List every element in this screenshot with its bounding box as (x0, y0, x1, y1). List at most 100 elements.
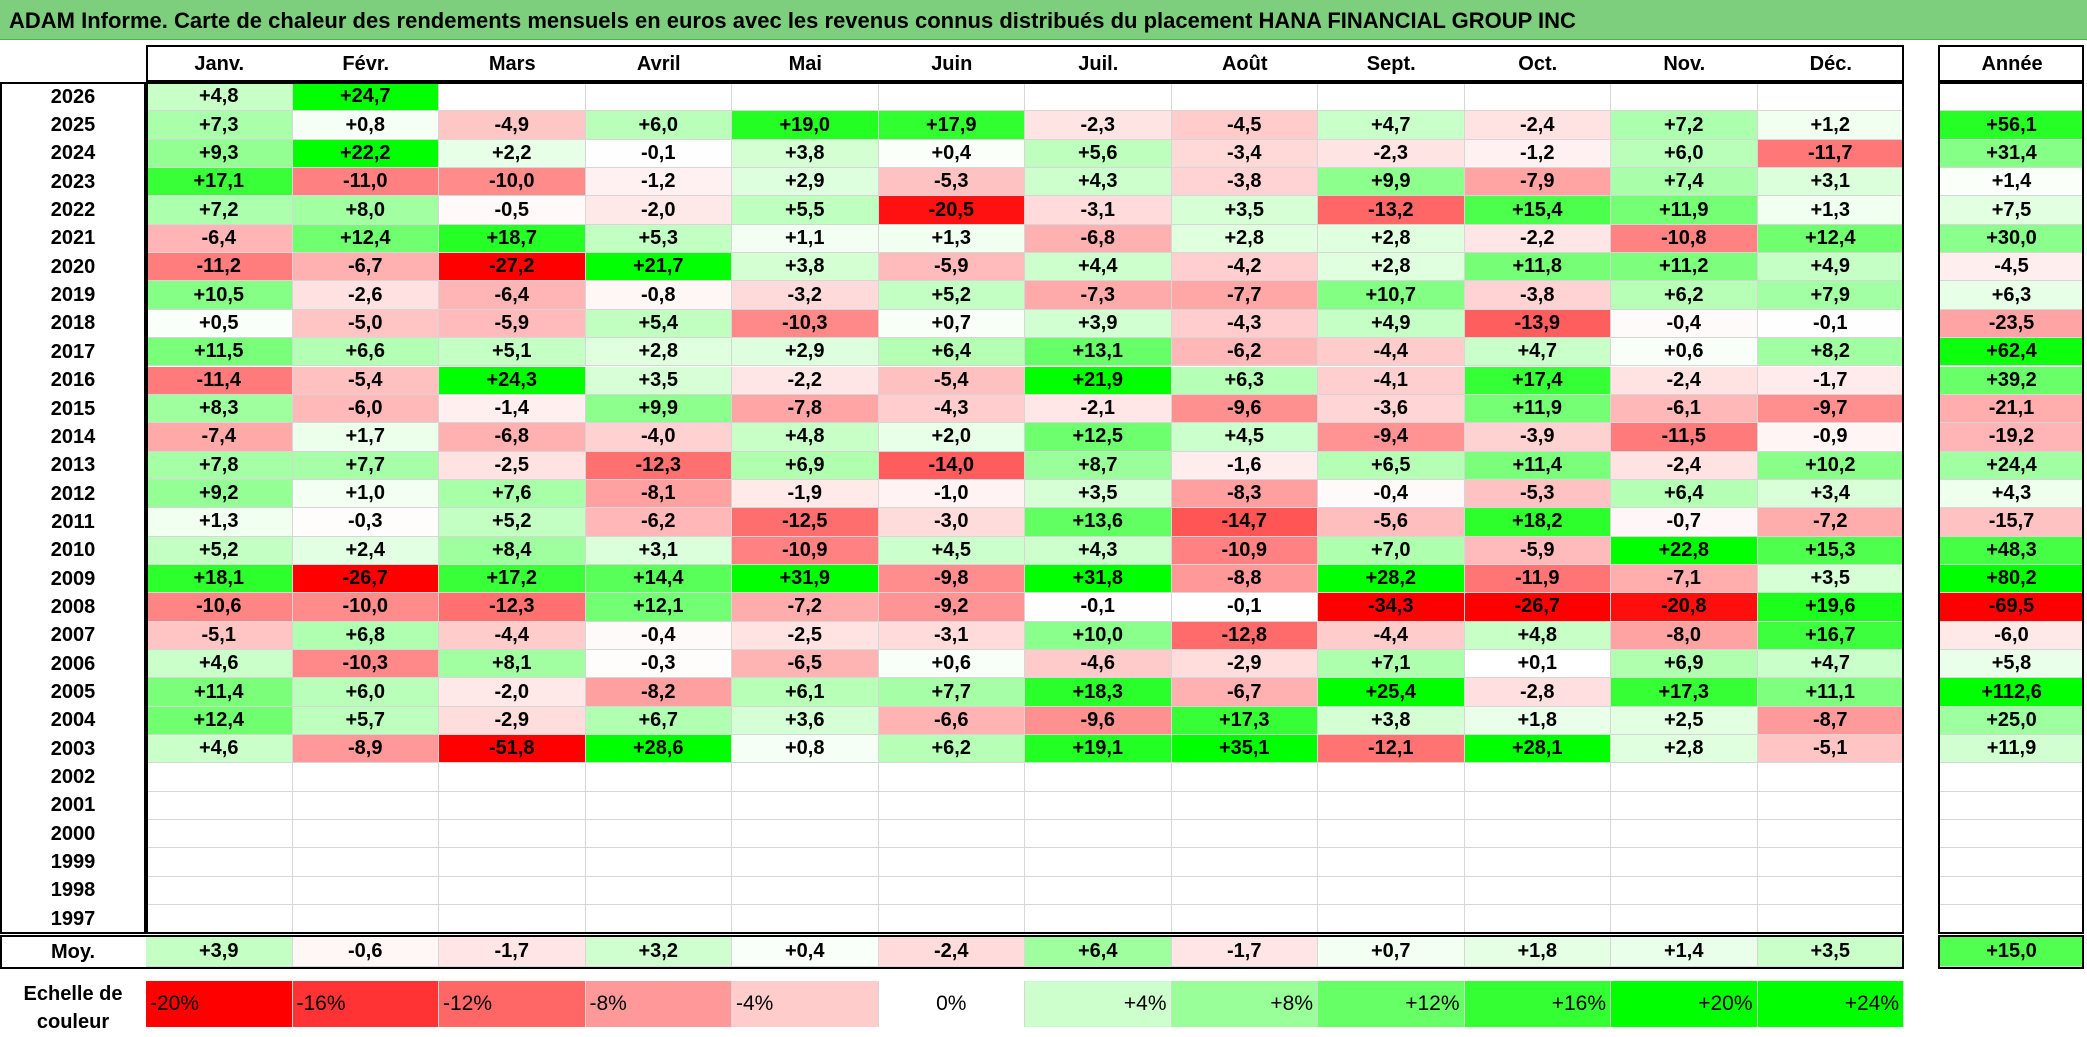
heatmap-cell: -5,4 (292, 366, 439, 395)
heatmap-cell: -3,8 (1464, 281, 1611, 310)
average-cell: +0,7 (1318, 937, 1465, 967)
heatmap-cell: -27,2 (439, 253, 586, 282)
heatmap-cell: -13,9 (1464, 309, 1611, 339)
heatmap-cell (439, 876, 586, 906)
color-scale-swatch: +8% (1171, 981, 1318, 1027)
heatmap-cell: +9,9 (585, 394, 732, 424)
heatmap-cell (732, 763, 879, 792)
heatmap-cell: -2,2 (732, 366, 879, 395)
heatmap-cell: +3,8 (1318, 706, 1465, 736)
annual-cell: -69,5 (1940, 593, 2084, 622)
heatmap-cell: -0,8 (585, 281, 732, 310)
heatmap-cell (439, 848, 586, 877)
heatmap-cell: -3,1 (1025, 196, 1172, 225)
heatmap-cell: +2,8 (585, 338, 732, 367)
heatmap-cell: +0,4 (878, 139, 1025, 169)
heatmap-cell: -2,5 (732, 621, 879, 650)
heatmap-cell: -11,9 (1464, 564, 1611, 594)
color-scale-swatch: +16% (1464, 981, 1611, 1027)
heatmap-cell: +7,1 (1318, 650, 1465, 679)
heatmap-cell: -9,6 (1171, 394, 1318, 424)
heatmap-cell (1025, 876, 1172, 906)
heatmap-cell (292, 791, 439, 821)
heatmap-cell: -20,8 (1611, 593, 1758, 622)
heatmap-cell: -9,4 (1318, 423, 1465, 452)
year-label: 2021 (0, 224, 146, 254)
annual-cell: +5,8 (1940, 650, 2084, 679)
annual-cell (1940, 876, 2084, 906)
heatmap-cell (878, 83, 1025, 112)
heatmap-cell: +5,2 (439, 508, 586, 537)
heatmap-cell (1757, 791, 1904, 821)
average-cell: +0,4 (732, 937, 879, 967)
heatmap-cell (439, 791, 586, 821)
heatmap-cell: -2,0 (585, 196, 732, 225)
average-label: Moy. (0, 937, 146, 967)
heatmap-cell (146, 905, 293, 934)
heatmap-cell: -5,0 (292, 309, 439, 339)
heatmap-cell: +18,7 (439, 224, 586, 254)
heatmap-cell: -2,0 (439, 678, 586, 707)
heatmap-cell (878, 791, 1025, 821)
heatmap-cell: +5,3 (585, 224, 732, 254)
heatmap-cell: +17,3 (1171, 706, 1318, 736)
heatmap-cell (1757, 876, 1904, 906)
annual-cell (1940, 763, 2084, 792)
heatmap-cell (439, 83, 586, 112)
heatmap-cell: +5,1 (439, 338, 586, 367)
heatmap-cell: +7,7 (292, 451, 439, 480)
heatmap-cell (1025, 83, 1172, 112)
heatmap-cell: -3,8 (1171, 168, 1318, 197)
heatmap-cell: +22,8 (1611, 536, 1758, 565)
heatmap-cell: +17,9 (878, 111, 1025, 140)
month-header: Févr. (292, 47, 439, 82)
heatmap-cell: -4,9 (439, 111, 586, 140)
heatmap-cell (292, 848, 439, 877)
heatmap-cell: -13,2 (1318, 196, 1465, 225)
year-label: 2026 (0, 83, 146, 112)
heatmap-cell: +18,1 (146, 564, 293, 594)
heatmap-cell: +15,4 (1464, 196, 1611, 225)
heatmap-cell (585, 820, 732, 849)
heatmap-cell: -2,3 (1318, 139, 1465, 169)
heatmap-cell (1318, 763, 1465, 792)
color-scale-swatch: -16% (292, 981, 439, 1027)
heatmap-cell (1171, 763, 1318, 792)
heatmap-cell: -8,1 (585, 479, 732, 509)
heatmap-cell: -11,0 (292, 168, 439, 197)
heatmap-cell: -34,3 (1318, 593, 1465, 622)
heatmap-cell (1611, 763, 1758, 792)
heatmap-cell (1464, 791, 1611, 821)
color-scale-swatch: -20% (146, 981, 293, 1027)
heatmap-cell: +6,7 (585, 706, 732, 736)
heatmap-cell: +2,8 (1318, 253, 1465, 282)
heatmap-cell (1757, 820, 1904, 849)
heatmap-cell: +3,5 (585, 366, 732, 395)
year-label: 2002 (0, 763, 146, 792)
heatmap-cell (878, 848, 1025, 877)
heatmap-cell: +31,9 (732, 564, 879, 594)
annual-cell: -4,5 (1940, 253, 2084, 282)
heatmap-cell (585, 791, 732, 821)
heatmap-cell: -4,3 (1171, 309, 1318, 339)
annual-cell: +31,4 (1940, 139, 2084, 169)
heatmap-cell: +6,9 (1611, 650, 1758, 679)
heatmap-cell: -8,7 (1757, 706, 1904, 736)
heatmap-cell: -6,2 (585, 508, 732, 537)
heatmap-cell: +18,3 (1025, 678, 1172, 707)
heatmap-cell: +7,7 (878, 678, 1025, 707)
annual-cell: +48,3 (1940, 536, 2084, 565)
heatmap-cell: -8,8 (1171, 564, 1318, 594)
heatmap-cell: +2,9 (732, 338, 879, 367)
heatmap-cell: +0,7 (878, 309, 1025, 339)
heatmap-cell: -6,7 (292, 253, 439, 282)
heatmap-cell (1757, 905, 1904, 934)
annual-cell: +25,0 (1940, 706, 2084, 736)
year-label: 2010 (0, 536, 146, 565)
heatmap-cell: -3,2 (732, 281, 879, 310)
heatmap-cell: -0,5 (439, 196, 586, 225)
annual-cell (1940, 791, 2084, 821)
heatmap-cell: -10,0 (292, 593, 439, 622)
average-cell: -2,4 (878, 937, 1025, 967)
heatmap-cell: +0,6 (878, 650, 1025, 679)
